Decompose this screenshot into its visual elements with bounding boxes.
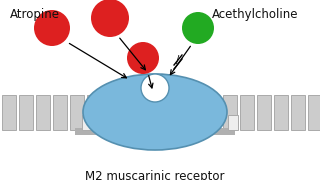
Bar [36, 95, 50, 130]
Circle shape [127, 42, 159, 74]
Text: /: / [176, 55, 180, 65]
Circle shape [141, 74, 169, 102]
Bar [53, 95, 67, 130]
Bar [274, 95, 288, 130]
Circle shape [34, 10, 70, 46]
Bar [82, 115, 92, 130]
Bar [291, 95, 305, 130]
Bar [70, 95, 84, 130]
Bar [308, 95, 320, 130]
Bar [75, 128, 235, 135]
Bar [228, 115, 238, 130]
Ellipse shape [83, 74, 227, 150]
Bar [19, 95, 33, 130]
Text: M2 muscarinic receptor: M2 muscarinic receptor [85, 170, 225, 180]
Bar [257, 95, 271, 130]
Bar [240, 95, 254, 130]
Text: Acethylcholine: Acethylcholine [212, 8, 299, 21]
Text: Atropine: Atropine [10, 8, 60, 21]
Bar [2, 95, 16, 130]
Bar [87, 95, 101, 130]
Bar [223, 95, 237, 130]
Circle shape [91, 0, 129, 37]
Circle shape [182, 12, 214, 44]
